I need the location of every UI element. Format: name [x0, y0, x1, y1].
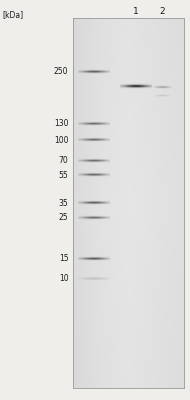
Text: 100: 100: [54, 136, 68, 144]
Text: 15: 15: [59, 254, 68, 263]
Text: 70: 70: [59, 156, 68, 165]
Text: [kDa]: [kDa]: [2, 10, 23, 19]
Text: 25: 25: [59, 213, 68, 222]
Text: 35: 35: [59, 198, 68, 208]
Text: 130: 130: [54, 119, 68, 128]
Text: 55: 55: [59, 171, 68, 180]
Text: 250: 250: [54, 67, 68, 76]
Text: 1: 1: [132, 7, 138, 16]
Text: 2: 2: [159, 7, 165, 16]
Text: 10: 10: [59, 274, 68, 283]
